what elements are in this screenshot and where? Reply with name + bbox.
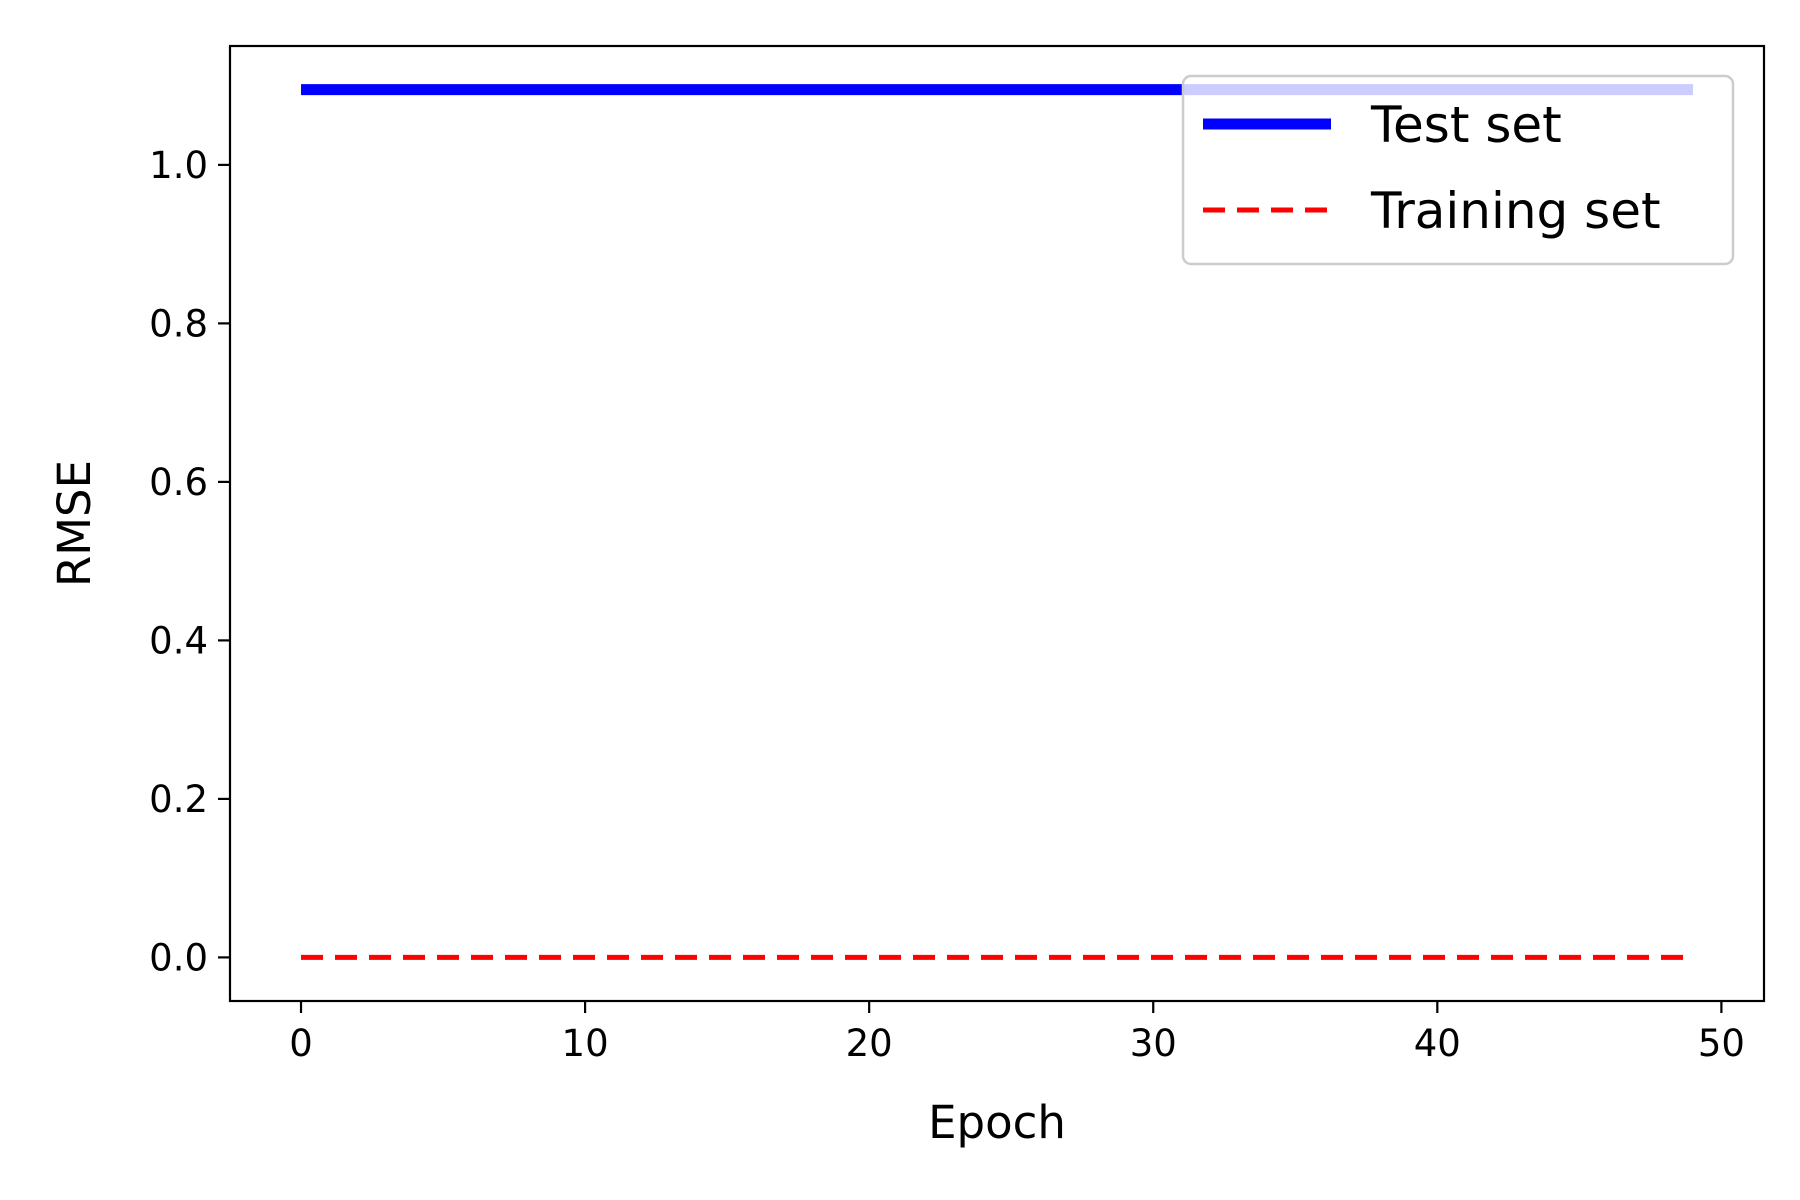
x-axis-label: Epoch [928,1096,1066,1149]
x-tick-label: 10 [562,1022,609,1065]
x-tick-label: 30 [1130,1022,1177,1065]
y-tick-label: 0.0 [149,936,208,979]
x-axis-ticks: 0 10 20 30 40 50 [289,1001,1745,1065]
y-axis-ticks: 0.0 0.2 0.4 0.6 0.8 1.0 [149,144,230,979]
x-tick-label: 40 [1414,1022,1461,1065]
x-tick-label: 50 [1698,1022,1745,1065]
x-tick-label: 0 [289,1022,313,1065]
legend-label-training-set: Training set [1370,182,1661,240]
y-tick-label: 0.4 [149,619,208,662]
y-tick-label: 0.8 [149,302,208,345]
y-tick-label: 0.2 [149,778,208,821]
legend: Test set Training set [1181,74,1735,266]
x-tick-label: 20 [846,1022,893,1065]
y-tick-label: 0.6 [149,461,208,504]
y-tick-label: 1.0 [149,144,208,187]
plot-frame [228,44,1766,1003]
y-axis-label: RMSE [48,460,101,587]
legend-label-test-set: Test set [1370,96,1562,154]
